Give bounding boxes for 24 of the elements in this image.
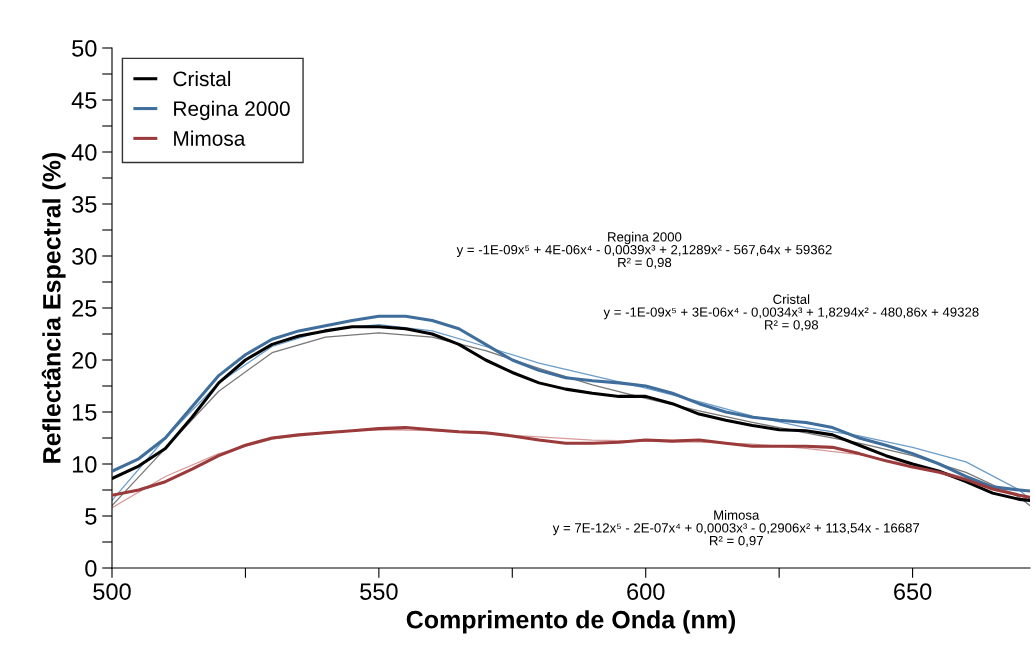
x-tick-label: 650	[894, 583, 932, 600]
y-tick-label: 20	[72, 352, 97, 369]
y-tick-label: 50	[72, 40, 97, 57]
y-tick-label: 35	[72, 196, 97, 213]
y-tick-label: 5	[85, 508, 97, 525]
y-tick-label: 10	[72, 456, 97, 473]
y-tick-label: 45	[71, 92, 97, 109]
annotation: Mimosa y = 7E-12x⁵ - 2E-07x⁴ + 0,0003x³ - 0,2906x² + 113,54x - 16687 R² = 0,97	[552, 510, 920, 547]
x-tick-label: 550	[360, 583, 398, 600]
annotation: Cristal y = -1E-09x⁵ + 3E-06x⁴ - 0,0034x³ + 1,8294x² - 480,86x + 49328 R² = 0,98	[603, 294, 979, 332]
legend-label: Cristal	[173, 70, 231, 87]
legend-label: Mimosa	[174, 130, 246, 146]
line-series	[112, 426, 1030, 499]
x-axis-title: Comprimento de Onda (nm)	[406, 610, 736, 634]
y-tick-label: 40	[71, 144, 97, 161]
legend-label: Regina 2000	[174, 100, 290, 121]
y-tick-label: 15	[72, 404, 97, 421]
y-tick-label: 25	[72, 300, 97, 317]
y-tick-label: 30	[72, 248, 97, 265]
y-tick-label: 0	[85, 560, 97, 577]
annotation: Regina 2000 y = -1E-09x⁵ + 4E-06x⁴ - 0,0039x³ + 2,1289x² - 567,64x + 59362 R² = 0,98	[456, 231, 832, 269]
y-axis-title: Reflectância Espectral (%)	[41, 152, 66, 463]
x-tick-label: 500	[93, 583, 131, 600]
x-tick-label: 600	[627, 583, 665, 600]
